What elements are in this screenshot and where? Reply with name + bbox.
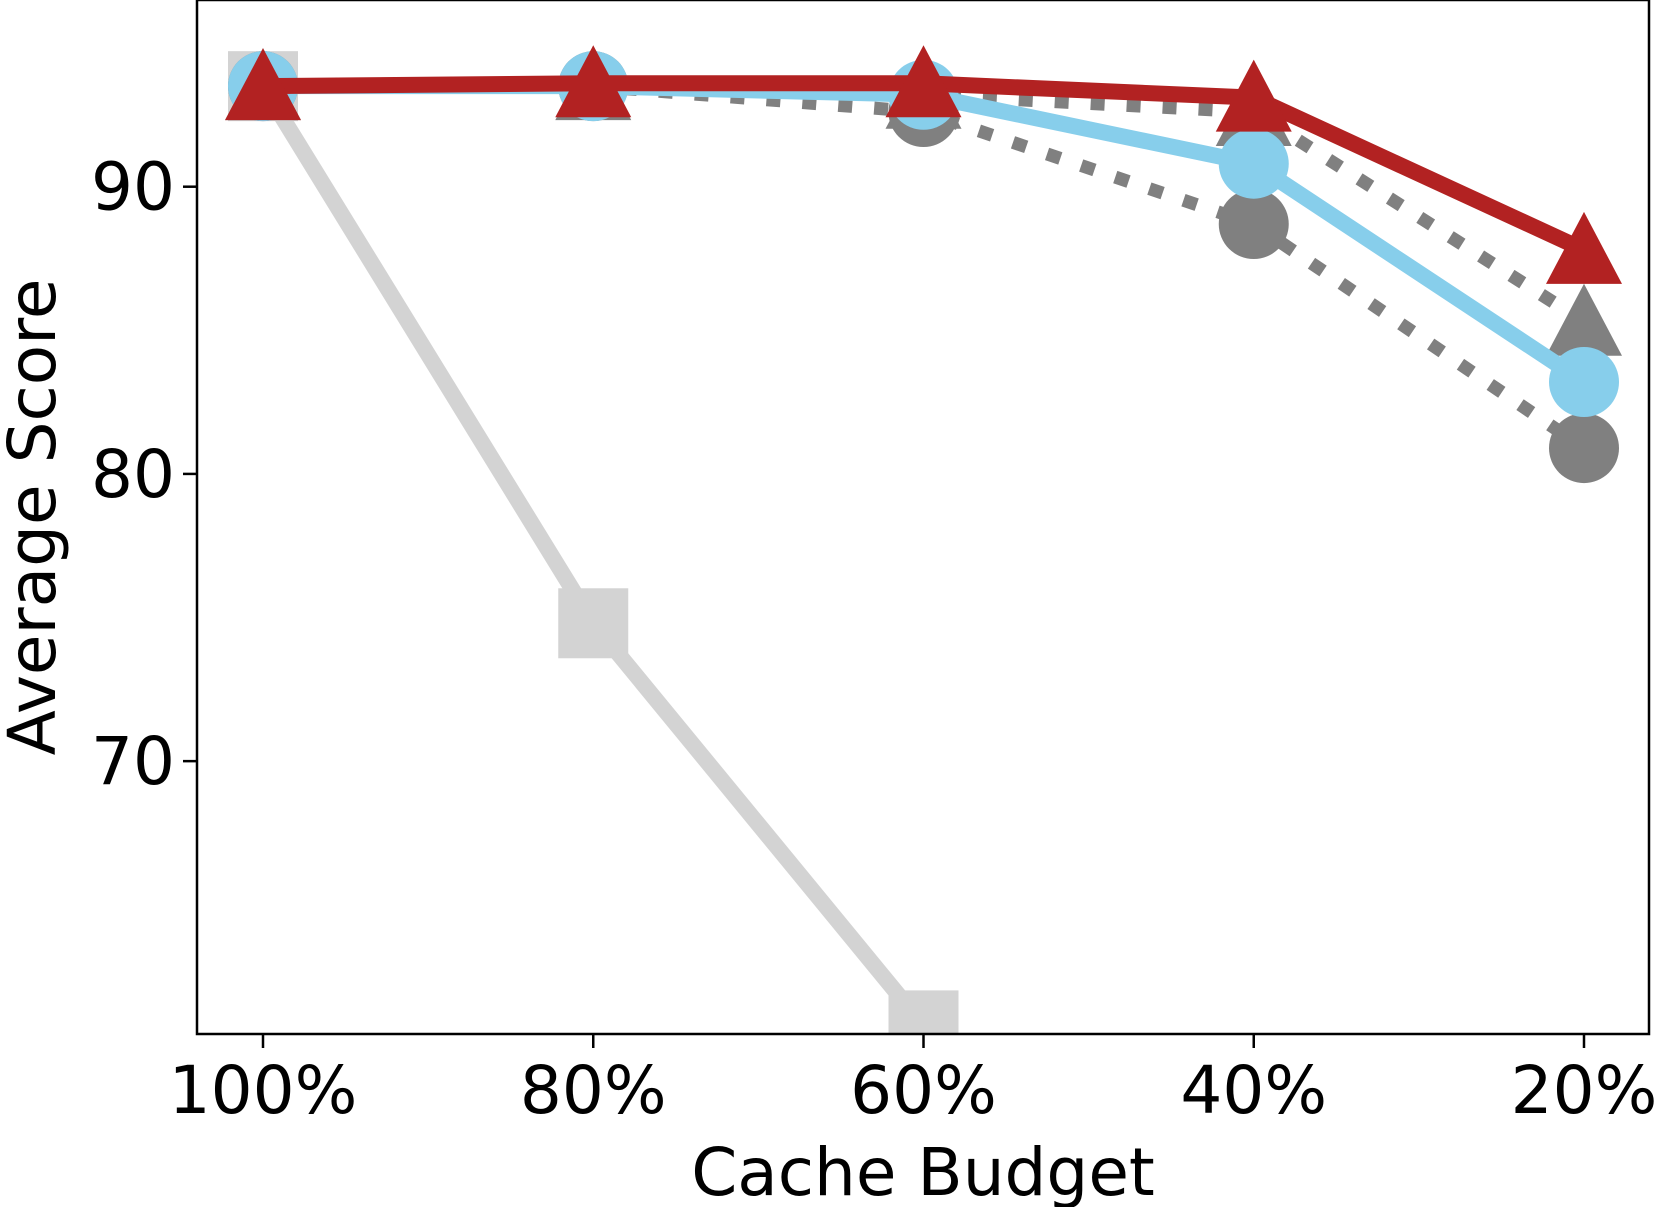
data-point [1549,347,1619,418]
y-axis-label: Average Score [0,279,71,756]
series-layer [225,45,1622,1034]
series-4 [225,45,1622,284]
y-axis-ticks: 70 80 90 [91,149,197,800]
data-point [888,990,959,1034]
data-point [1215,59,1292,132]
y-tick-label: 70 [91,723,175,800]
series-0 [228,51,959,1034]
data-point [1546,211,1622,284]
data-point [1218,128,1289,199]
x-axis-label: Cache Budget [691,1134,1155,1207]
y-tick-label: 90 [91,149,175,226]
data-point [555,45,632,118]
x-tick-label: 80% [520,1052,667,1129]
data-point [225,48,301,121]
x-tick-label: 20% [1511,1052,1658,1129]
data-point [1546,283,1622,356]
data-point [558,588,629,659]
x-tick-label: 60% [850,1052,997,1129]
data-point [885,45,962,118]
y-tick-label: 80 [91,436,175,513]
data-point [1218,189,1289,260]
series-line [256,81,930,1031]
data-point [1549,413,1619,484]
plot-frame [195,0,1651,1036]
x-tick-label: 100% [169,1052,358,1129]
x-axis-ticks: 100% 80% 60% 40% 20% [169,1034,1658,1129]
x-tick-label: 40% [1180,1052,1327,1129]
